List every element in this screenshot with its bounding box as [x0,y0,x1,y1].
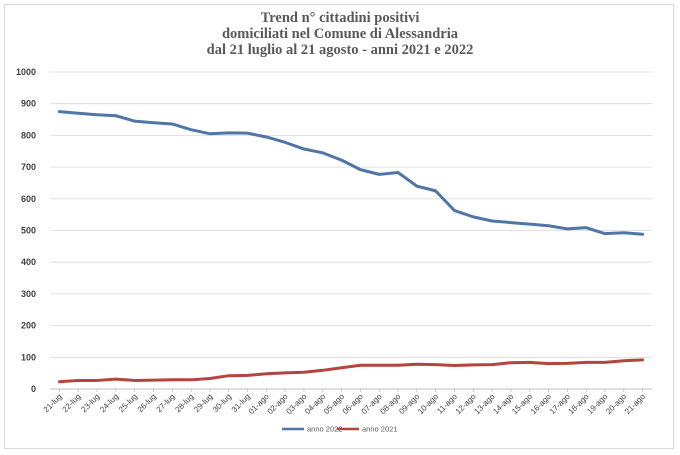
series-line-anno-2021 [57,358,645,384]
x-tick-label: 22-lug [61,392,83,414]
x-axis: 21-lug22-lug23-lug24-lug25-lug26-lug27-l… [42,388,652,416]
x-tick-label: 27-lug [155,392,177,414]
y-tick-label: 0 [31,384,36,394]
y-tick-label: 400 [21,257,36,267]
x-tick-label: 30-lug [211,392,233,414]
y-tick-label: 900 [21,99,36,109]
chart-title: Trend n° cittadini positivi domiciliati … [0,10,680,58]
x-tick-label: 28-lug [173,392,195,414]
x-tick-label: 21-ago [623,392,647,416]
gridlines [50,71,652,358]
y-tick-label: 500 [21,226,36,236]
y-axis: 0 100 200 300 400 500 600 700 800 900 1000 [16,67,36,394]
x-tick-label: 10-ago [416,392,440,416]
x-tick-label: 21-lug [42,392,64,414]
chart-frame [4,4,674,449]
y-tick-label: 600 [21,194,36,204]
chart-title-line-1: Trend n° cittadini positivi [260,10,420,26]
y-tick-label: 700 [21,162,36,172]
y-tick-label: 100 [21,352,36,362]
x-tick-label: 26-lug [136,392,158,414]
legend-label: anno 2021 [362,425,397,434]
x-tick-label: 29-lug [192,392,214,414]
series-line-anno-2022 [57,110,645,236]
y-tick-label: 1000 [16,67,36,77]
legend: anno 2022 anno 2021 [282,425,397,434]
chart-title-line-3: dal 21 luglio al 21 agosto - anni 2021 e… [206,42,474,58]
chart-title-line-2: domiciliati nel Comune di Alessandria [221,26,459,42]
x-tick-label: 24-lug [98,392,120,414]
legend-label: anno 2022 [307,425,342,434]
series-group [57,110,645,384]
y-tick-label: 300 [21,289,36,299]
x-tick-label: 23-lug [79,392,101,414]
y-tick-label: 200 [21,321,36,331]
y-tick-label: 800 [21,130,36,140]
x-tick-label: 25-lug [117,392,139,414]
